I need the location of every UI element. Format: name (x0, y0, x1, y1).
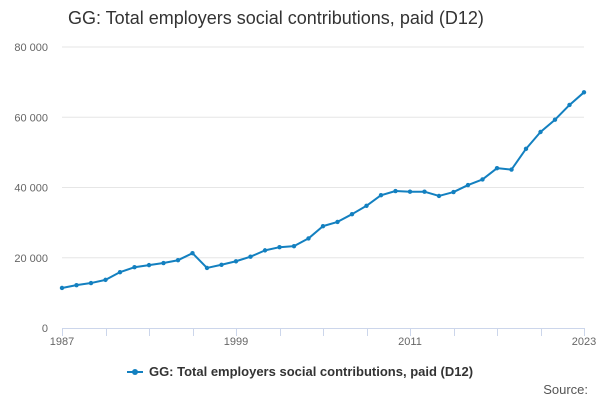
data-point[interactable] (146, 262, 152, 268)
data-point[interactable] (306, 236, 311, 241)
gridlines (62, 46, 584, 259)
y-tick-label: 80 000 (14, 42, 48, 54)
data-point[interactable] (581, 90, 587, 95)
data-point[interactable] (407, 189, 413, 194)
series-line-group (59, 90, 587, 291)
data-point[interactable] (190, 250, 195, 256)
data-point[interactable] (88, 280, 94, 286)
data-point[interactable] (335, 219, 340, 225)
data-point[interactable] (277, 245, 282, 250)
data-point[interactable] (233, 259, 239, 264)
data-point[interactable] (291, 243, 297, 249)
legend-dot (131, 368, 138, 375)
data-point[interactable] (59, 285, 65, 291)
data-point[interactable] (436, 193, 442, 199)
data-point[interactable] (422, 189, 427, 194)
y-tick-label: 40 000 (14, 183, 48, 195)
data-point[interactable] (538, 129, 543, 135)
data-point[interactable] (567, 102, 572, 108)
data-point[interactable] (161, 260, 166, 266)
data-point[interactable] (509, 167, 514, 172)
data-point[interactable] (204, 265, 210, 271)
data-point[interactable] (552, 117, 558, 122)
y-tick-label: 0 (42, 323, 48, 335)
data-point[interactable] (480, 177, 485, 182)
data-point[interactable] (393, 188, 398, 194)
data-point[interactable] (494, 165, 500, 171)
x-tick-label: 2023 (572, 336, 596, 348)
data-point[interactable] (349, 211, 355, 217)
data-point[interactable] (523, 146, 529, 152)
y-axis-tick-labels: 0 20 000 40 000 60 000 80 000 (14, 42, 48, 335)
data-point[interactable] (132, 265, 137, 270)
data-point[interactable] (74, 282, 79, 288)
y-tick-label: 20 000 (14, 253, 48, 265)
data-point[interactable] (378, 193, 384, 198)
legend-marker-icon (126, 367, 143, 377)
data-point[interactable] (451, 189, 456, 195)
data-point[interactable] (117, 269, 123, 275)
data-point[interactable] (262, 248, 268, 253)
x-axis (62, 328, 585, 336)
source-label: Source: (543, 382, 588, 397)
data-point[interactable] (219, 262, 224, 267)
x-tick-label: 1987 (50, 336, 74, 348)
series-line (61, 91, 585, 289)
x-tick-label: 2011 (398, 336, 422, 348)
data-point[interactable] (465, 182, 471, 188)
y-tick-label: 60 000 (14, 112, 48, 124)
legend[interactable]: GG: Total employers social contributions… (0, 364, 600, 379)
data-point[interactable] (364, 203, 369, 208)
chart-title: GG: Total employers social contributions… (68, 8, 484, 28)
data-point[interactable] (175, 258, 181, 263)
data-point[interactable] (248, 254, 253, 259)
x-tick-label: 1999 (224, 336, 248, 348)
x-axis-tick-labels: 1987 1999 2011 2023 (50, 336, 596, 348)
data-point[interactable] (103, 277, 108, 283)
data-point[interactable] (320, 223, 326, 229)
legend-label: GG: Total employers social contributions… (148, 364, 474, 379)
